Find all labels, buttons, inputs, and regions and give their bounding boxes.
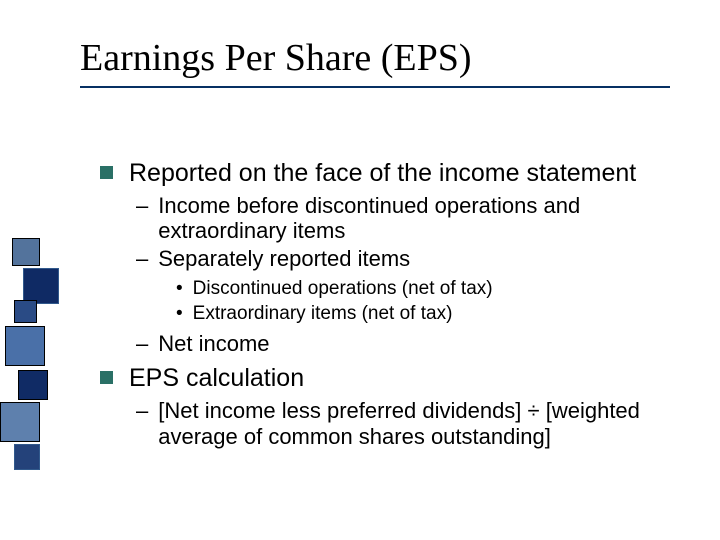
- slide-title: Earnings Per Share (EPS): [80, 36, 472, 80]
- bullet-text: EPS calculation: [129, 363, 690, 394]
- dash-bullet-icon: –: [136, 331, 148, 357]
- bullet-text: Reported on the face of the income state…: [129, 158, 690, 189]
- decor-square: [23, 268, 59, 304]
- bullet-lvl1: EPS calculation: [100, 363, 690, 394]
- dot-bullet-icon: •: [176, 303, 183, 325]
- bullet-lvl3: • Extraordinary items (net of tax): [176, 303, 690, 325]
- square-bullet-icon: [100, 166, 113, 179]
- dot-bullet-icon: •: [176, 278, 183, 300]
- bullet-lvl1: Reported on the face of the income state…: [100, 158, 690, 189]
- dash-bullet-icon: –: [136, 193, 148, 219]
- title-underline: [80, 86, 670, 88]
- dash-bullet-icon: –: [136, 246, 148, 272]
- bullet-text: Discontinued operations (net of tax): [193, 278, 690, 300]
- bullet-text: [Net income less preferred dividends] ÷ …: [158, 398, 690, 450]
- bullet-lvl2: – Separately reported items: [136, 246, 690, 272]
- bullet-lvl2: – [Net income less preferred dividends] …: [136, 398, 690, 450]
- bullet-text: Separately reported items: [158, 246, 690, 272]
- decor-square: [0, 402, 40, 442]
- decor-square: [14, 444, 40, 470]
- decor-square: [14, 300, 37, 323]
- bullet-lvl2: – Income before discontinued operations …: [136, 193, 690, 245]
- bullet-text: Extraordinary items (net of tax): [193, 303, 690, 325]
- slide: Earnings Per Share (EPS) Reported on the…: [0, 0, 720, 540]
- bullet-text: Net income: [158, 331, 690, 357]
- bullet-text: Income before discontinued operations an…: [158, 193, 690, 245]
- slide-body: Reported on the face of the income state…: [100, 158, 690, 450]
- bullet-lvl2: – Net income: [136, 331, 690, 357]
- decor-square: [5, 326, 45, 366]
- square-bullet-icon: [100, 371, 113, 384]
- decor-square: [12, 238, 40, 266]
- decor-square: [18, 370, 48, 400]
- dash-bullet-icon: –: [136, 398, 148, 424]
- bullet-lvl3: • Discontinued operations (net of tax): [176, 278, 690, 300]
